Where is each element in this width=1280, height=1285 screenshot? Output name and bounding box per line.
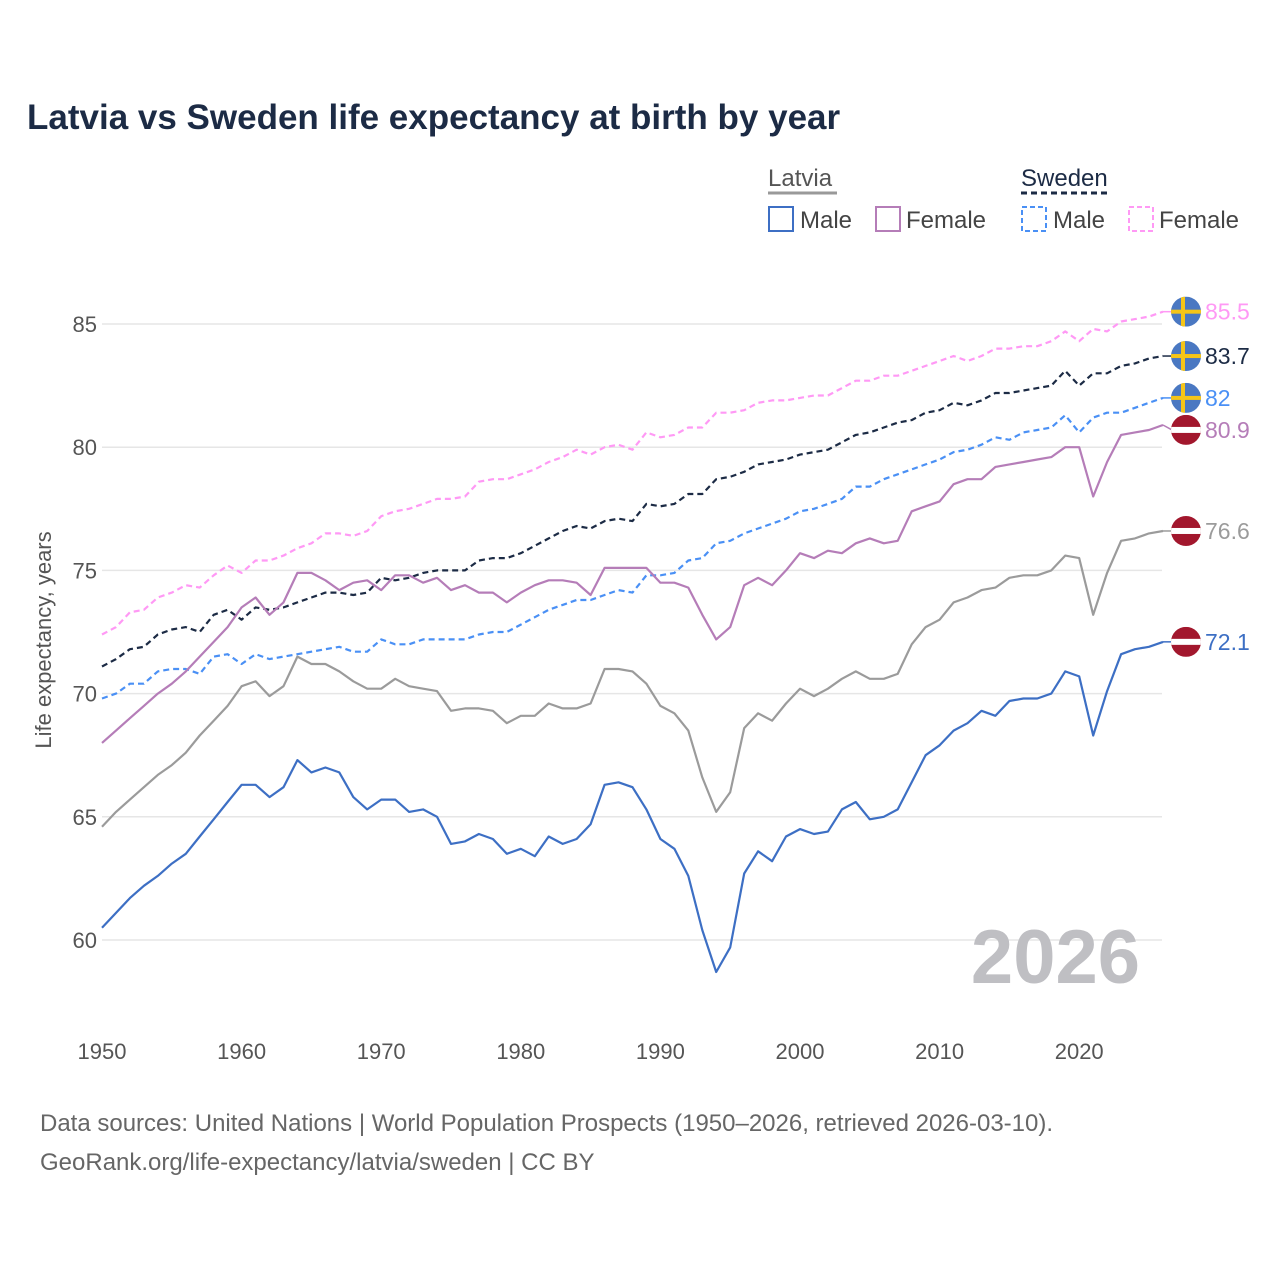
y-tick-label: 80 (73, 435, 97, 460)
legend-latvia-female-swatch (875, 206, 901, 232)
year-watermark: 2026 (971, 915, 1140, 1000)
end-value-label: 72.1 (1205, 629, 1250, 655)
y-tick-label: 70 (73, 682, 97, 707)
x-tick-label: 2010 (915, 1039, 964, 1064)
legend-sweden-male[interactable]: Male (1053, 207, 1105, 234)
x-tick-label: 2000 (776, 1039, 825, 1064)
latvia-flag-icon (1171, 626, 1201, 657)
legend-sweden-female-swatch (1128, 206, 1154, 232)
series-line-latvia-female (101, 423, 1164, 744)
source-line-2[interactable]: GeoRank.org/life-expectancy/latvia/swede… (40, 1149, 595, 1176)
legend-sweden-female[interactable]: Female (1159, 207, 1239, 234)
x-axis: 1950 1960 1970 1980 1990 2000 2010 2020 (78, 1039, 1104, 1064)
series-line-sweden-male (101, 396, 1164, 700)
y-axis: 60 65 70 75 80 85 (73, 312, 97, 953)
sweden-flag-icon (1171, 382, 1201, 413)
sweden-flag-icon (1171, 296, 1201, 327)
gridlines (102, 323, 1162, 941)
y-tick-label: 65 (73, 805, 97, 830)
sweden-flag-icon (1171, 341, 1201, 372)
x-tick-label: 1970 (357, 1039, 406, 1064)
y-tick-label: 75 (73, 558, 97, 583)
legend: Latvia Male Female Sweden Male Female (768, 165, 1239, 234)
series-line-sweden (101, 354, 1164, 668)
x-tick-label: 2020 (1055, 1039, 1104, 1064)
end-value-label: 83.7 (1205, 343, 1250, 369)
end-labels: 85.5 83.7 82 80.9 76.6 72.1 (1162, 296, 1250, 657)
x-tick-label: 1960 (217, 1039, 266, 1064)
end-value-label: 80.9 (1205, 417, 1250, 443)
chart-title: Latvia vs Sweden life expectancy at birt… (27, 98, 840, 137)
legend-group-sweden: Sweden (1021, 165, 1108, 192)
x-tick-label: 1990 (636, 1039, 685, 1064)
y-tick-label: 85 (73, 312, 97, 337)
series-line-sweden-female (101, 310, 1164, 636)
legend-sweden-male-swatch (1021, 206, 1047, 232)
x-tick-label: 1950 (78, 1039, 127, 1064)
end-label-connector (1162, 424, 1173, 431)
legend-group-latvia: Latvia (768, 165, 833, 192)
end-value-label: 82 (1205, 385, 1231, 411)
y-tick-label: 60 (73, 928, 97, 953)
latvia-flag-icon (1171, 515, 1201, 546)
x-tick-label: 1980 (496, 1039, 545, 1064)
legend-latvia-male-swatch (768, 206, 794, 232)
end-value-label: 85.5 (1205, 299, 1250, 325)
legend-latvia-female[interactable]: Female (906, 207, 986, 234)
y-axis-label: Life expectancy, years (31, 531, 56, 748)
series-line-latvia (101, 529, 1164, 828)
latvia-flag-icon (1171, 414, 1201, 445)
series-lines (101, 310, 1164, 974)
end-value-label: 76.6 (1205, 518, 1250, 544)
series-line-latvia-male (101, 640, 1164, 974)
source-line-1: Data sources: United Nations | World Pop… (40, 1110, 1053, 1137)
legend-latvia-male[interactable]: Male (800, 207, 852, 234)
